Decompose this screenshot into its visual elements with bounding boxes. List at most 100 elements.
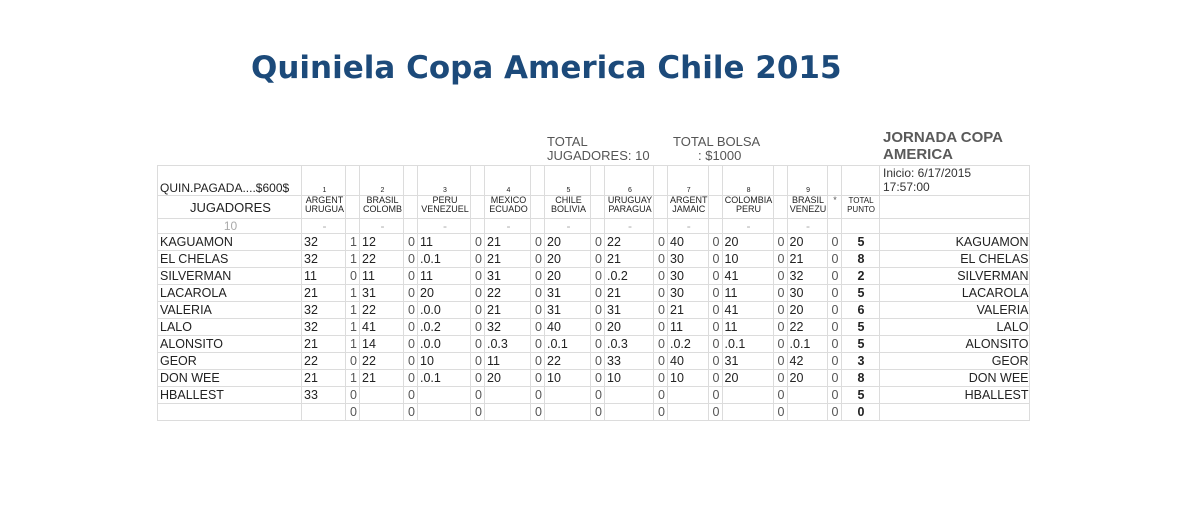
pick-points: 0: [826, 369, 842, 387]
table-row: EL CHELAS 32 1 22 0.0.1 0 21 0 20 0 21 0 30 0 10 0 21 0 8 E…: [157, 250, 1030, 268]
pick-points: 1: [345, 250, 360, 268]
match-number: 7: [667, 165, 709, 196]
points-header-cell: [403, 218, 418, 234]
match-number: 5: [544, 165, 591, 196]
player-name: GEOR: [157, 352, 302, 370]
pick-points: 0: [470, 403, 485, 421]
player-pick: [359, 403, 404, 421]
player-pick: [721, 403, 774, 421]
player-pick: 30: [667, 250, 709, 268]
total-points: 5: [840, 284, 880, 302]
quiniela-table: QUIN.PAGADA....$600$ 1 2 3 4 5 6 7 8 9 JUGADORES AR…: [157, 165, 1030, 421]
pick-points: 0: [772, 386, 788, 404]
pick-points: 0: [530, 284, 545, 302]
player-pick: 20: [544, 250, 591, 268]
pick-points: 0: [590, 335, 605, 353]
star-marker: *: [826, 195, 842, 219]
pick-points: 0: [590, 233, 605, 251]
points-header-cell: [470, 195, 485, 219]
header-right-blank: [878, 218, 1030, 234]
points-header-cell: [530, 195, 545, 219]
player-name-right: GEOR: [878, 352, 1030, 370]
player-name-right: VALERIA: [878, 301, 1030, 319]
player-name-right: LALO: [878, 318, 1030, 336]
table-row: DON WEE 21 1 21 0.0.1 0 20 0 10 0 10 0 10 0 20 0 20 0 8 DON…: [157, 369, 1030, 387]
pick-points: 0: [530, 301, 545, 319]
pick-points: 0: [470, 250, 485, 268]
match-team-home: BRASIL: [366, 195, 399, 205]
pick-points: 0: [826, 301, 842, 319]
pick-points: 0: [403, 267, 418, 285]
player-pick: 20: [721, 369, 774, 387]
player-pick: 30: [667, 267, 709, 285]
player-pick: 40: [544, 318, 591, 336]
player-pick: 22: [301, 352, 346, 370]
pick-points: 0: [345, 267, 360, 285]
pick-points: 0: [470, 335, 485, 353]
total-bolsa-label: TOTAL BOLSA: [673, 134, 761, 149]
pick-points: 0: [772, 301, 788, 319]
pick-points: 0: [590, 301, 605, 319]
match-team-away: VENEZU: [789, 204, 827, 214]
pick-points: 0: [403, 335, 418, 353]
pick-points: 0: [590, 318, 605, 336]
pick-points: 0: [530, 369, 545, 387]
header-row-matches: JUGADORES ARGENT URUGUA BRASIL COLOMB PERU VEN…: [157, 195, 1030, 219]
player-pick: 21: [484, 250, 531, 268]
player-pick: .0.0: [417, 335, 471, 353]
player-pick: 22: [484, 284, 531, 302]
player-pick: 12: [359, 233, 404, 251]
result-placeholder: -: [786, 218, 828, 234]
pick-points: 0: [707, 369, 723, 387]
match-team-away: JAMAIC: [672, 204, 706, 214]
player-pick: [667, 403, 709, 421]
player-pick: 10: [721, 250, 774, 268]
player-name: ALONSITO: [157, 335, 302, 353]
table-row: LALO 32 1 41 0.0.2 0 32 0 40 0 20 0 11 0 11 0 22 0 5 LALO: [157, 318, 1030, 336]
pick-points: 0: [345, 352, 360, 370]
match-team-away: URUGUA: [304, 204, 344, 214]
match-team-away: PARAGUA: [608, 204, 652, 214]
match-teams: PERU VENEZUEL: [417, 195, 471, 219]
pick-points: 0: [772, 352, 788, 370]
match-teams: BRASIL COLOMB: [359, 195, 404, 219]
player-pick: 11: [301, 267, 346, 285]
player-name: KAGUAMON: [157, 233, 302, 251]
player-pick: 30: [786, 284, 828, 302]
match-team-home: BRASIL: [792, 195, 825, 205]
player-pick: 21: [484, 233, 531, 251]
player-pick: 22: [604, 233, 654, 251]
quin-pagada: QUIN.PAGADA....$600$: [157, 165, 302, 196]
pick-points: 0: [772, 318, 788, 336]
match-teams: URUGUAY PARAGUA: [604, 195, 654, 219]
player-pick: 20: [484, 369, 531, 387]
player-pick: 10: [417, 352, 471, 370]
pick-points: 0: [653, 369, 668, 387]
pick-points: 0: [403, 318, 418, 336]
player-pick: 41: [721, 267, 774, 285]
jornada-title-line2: AMERICA: [883, 146, 953, 163]
player-pick: [721, 386, 774, 404]
pick-points: 0: [345, 386, 360, 404]
player-pick: 20: [786, 369, 828, 387]
points-header-cell: [403, 195, 418, 219]
table-row: VALERIA 32 1 22 0.0.0 0 21 0 31 0 31 0 21 0 41 0 20 0 6 VAL…: [157, 301, 1030, 319]
player-pick: .0.1: [721, 335, 774, 353]
pick-points: 0: [653, 318, 668, 336]
player-pick: 20: [721, 233, 774, 251]
player-pick: 20: [417, 284, 471, 302]
match-team-home: ARGENT: [305, 195, 344, 205]
results-first-value: 10: [157, 218, 302, 234]
match-team-home: URUGUAY: [607, 195, 653, 205]
total-points: 5: [840, 386, 880, 404]
total-jugadores-label: TOTAL: [547, 134, 588, 149]
player-pick: 21: [301, 369, 346, 387]
player-pick: 32: [301, 318, 346, 336]
points-header-cell: [345, 218, 360, 234]
pick-points: 0: [826, 233, 842, 251]
points-header-cell: [470, 165, 485, 196]
player-pick: 10: [544, 369, 591, 387]
pick-points: 0: [772, 250, 788, 268]
match-team-away: COLOMB: [362, 204, 402, 214]
player-pick: 21: [604, 284, 654, 302]
